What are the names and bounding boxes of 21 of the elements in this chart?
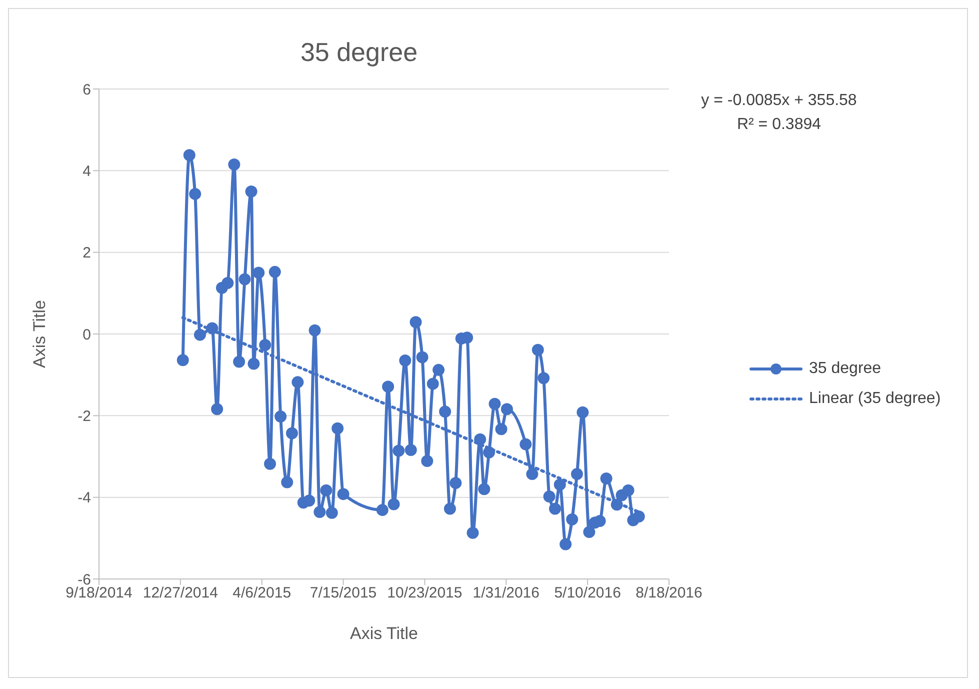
x-tick-label: 12/27/2014: [142, 584, 218, 602]
y-tick-label: 4: [82, 162, 91, 180]
x-tick-label: 9/18/2014: [66, 584, 132, 602]
legend-label: 35 degree: [809, 360, 882, 378]
x-axis-title: Axis Title: [350, 624, 418, 643]
chart-title: 35 degree: [299, 37, 419, 68]
text: y = -0.0085x + 355.58: [700, 91, 858, 111]
x-tick-label: 1/31/2016: [472, 584, 540, 602]
y-tick-label: -4: [78, 490, 91, 507]
legend-label: Linear (35 degree): [809, 390, 941, 408]
y-tick-label: -2: [78, 408, 91, 425]
x-tick-label: 7/15/2015: [310, 584, 377, 602]
text: R² = 0.3894: [736, 115, 822, 135]
x-tick-label: 5/10/2016: [554, 584, 621, 602]
x-tick-label: 8/18/2016: [636, 584, 702, 602]
x-tick-label: 10/23/2015: [387, 584, 462, 602]
y-axis-title: Axis Title: [30, 300, 50, 368]
y-tick-label: 0: [82, 326, 91, 344]
y-tick-label: 2: [82, 244, 91, 262]
x-tick-label: 4/6/2015: [232, 584, 292, 602]
y-tick-label: 6: [82, 81, 91, 98]
